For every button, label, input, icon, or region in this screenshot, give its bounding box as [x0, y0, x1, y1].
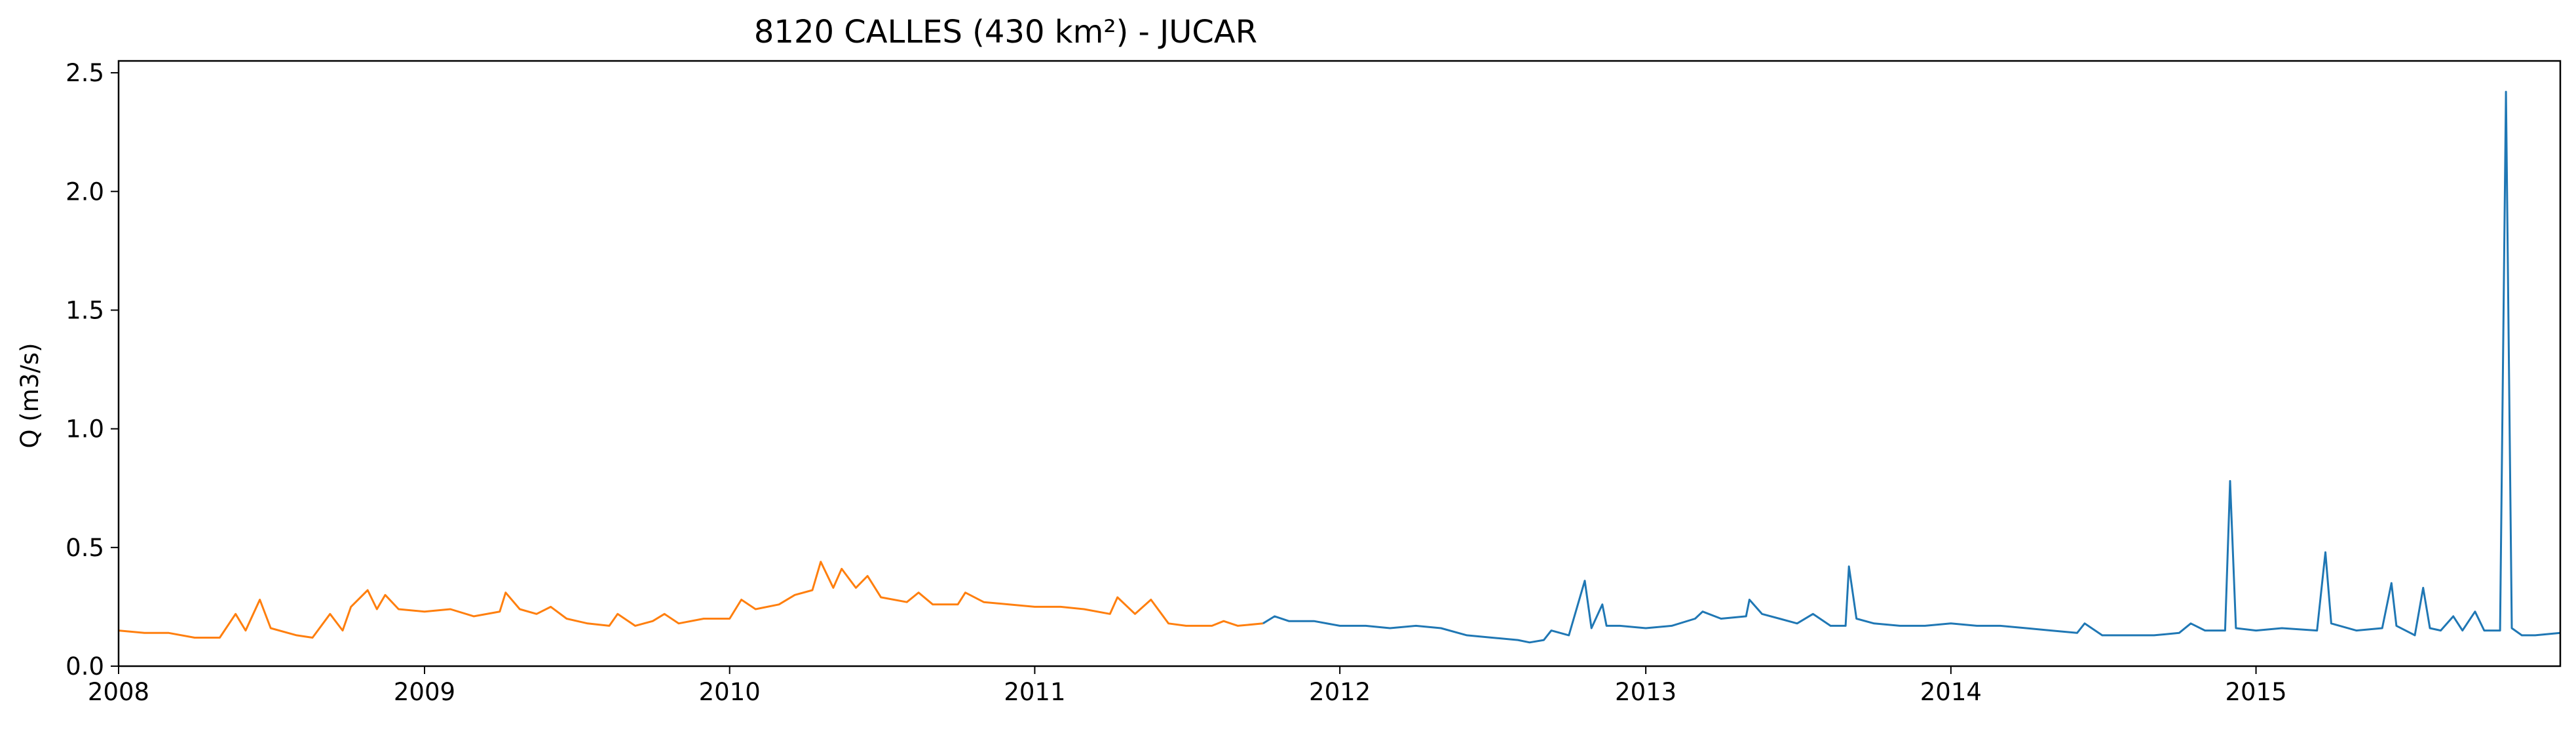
y-axis: 0.0 0.5 1.0 1.5 2.0 2.5	[66, 59, 119, 681]
x-axis: 2008 2009 2010 2011 2012 2013 2014 2015	[88, 666, 2287, 706]
x-tick-label: 2014	[1920, 678, 1982, 706]
plot-frame	[117, 60, 2562, 667]
x-tick-label: 2012	[1309, 678, 1371, 706]
chart-title: 8120 CALLES (430 km²) - JUCAR	[754, 14, 1257, 50]
y-tick-label: 0.0	[66, 652, 104, 681]
y-tick-label: 1.0	[66, 415, 104, 443]
series-line-1	[118, 561, 1263, 639]
y-tick-label: 2.5	[66, 59, 104, 87]
x-tick-label: 2013	[1615, 678, 1676, 706]
y-tick-label: 1.5	[66, 296, 104, 324]
y-axis-label: Q (m3/s)	[16, 343, 44, 448]
y-tick-label: 0.5	[66, 534, 104, 562]
series-layer	[118, 90, 2561, 644]
x-tick-label: 2011	[1004, 678, 1065, 706]
x-tick-label: 2009	[394, 678, 455, 706]
x-tick-label: 2015	[2225, 678, 2286, 706]
x-tick-label: 2010	[699, 678, 761, 706]
series-line-2	[1262, 90, 2561, 644]
y-tick-label: 2.0	[66, 178, 104, 206]
x-tick-label: 2008	[88, 678, 149, 706]
